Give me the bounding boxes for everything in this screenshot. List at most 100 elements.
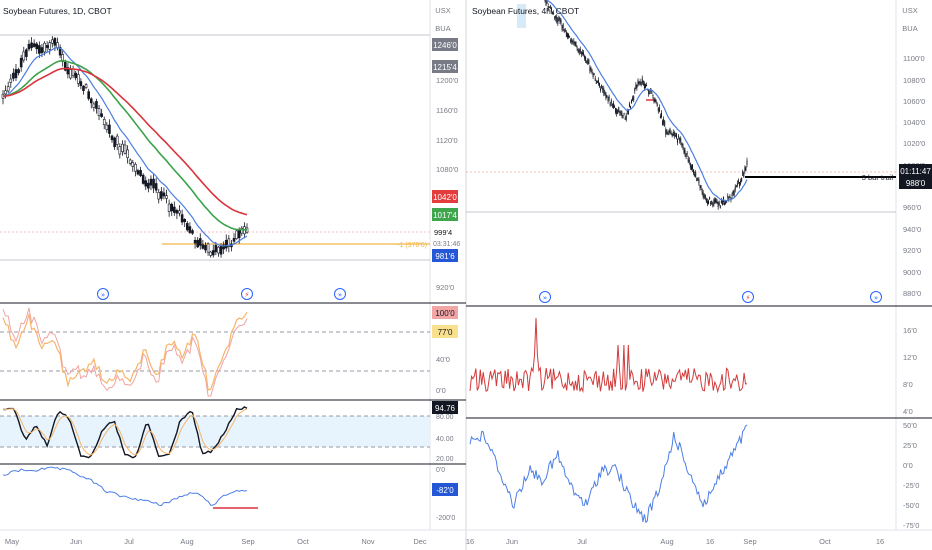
forward-icon[interactable]	[870, 291, 882, 303]
forward-icon[interactable]	[334, 288, 346, 300]
candle-body	[743, 173, 745, 177]
candle-body	[196, 239, 199, 248]
candle-body	[725, 200, 727, 204]
left-rsi-pane[interactable]	[0, 307, 430, 397]
candle-body	[653, 98, 655, 103]
candle-body	[183, 219, 187, 223]
candle-body	[173, 206, 176, 213]
right-price-pane[interactable]	[466, 0, 896, 213]
time-label: Oct	[819, 537, 832, 546]
candle-body	[697, 178, 699, 181]
flash-icon[interactable]	[742, 291, 754, 303]
price-tick: 1080'0	[903, 76, 925, 85]
candle-body	[620, 111, 622, 116]
candle-body	[40, 47, 44, 53]
candle-body	[617, 110, 619, 114]
candle-body	[582, 52, 584, 55]
candle-body	[652, 94, 654, 97]
candle-body	[708, 200, 710, 205]
candle-body	[191, 230, 194, 234]
candle-body	[655, 100, 657, 104]
candle-body	[704, 195, 706, 199]
candle-body	[600, 88, 602, 91]
countdown-badge: 01:11:47	[900, 167, 931, 176]
candle-body	[126, 149, 129, 159]
candle-body	[744, 167, 746, 172]
candle-body	[729, 196, 731, 198]
candle-body	[141, 174, 145, 184]
price-tick: 1080'0	[436, 165, 458, 174]
candle-body	[698, 179, 700, 184]
currency-label[interactable]: USX	[435, 6, 450, 15]
candle-body	[644, 84, 646, 89]
flash-icon[interactable]	[241, 288, 253, 300]
candle-body	[712, 203, 714, 206]
time-label: Oct	[297, 537, 310, 546]
candle-body	[745, 166, 747, 171]
candle-body	[626, 109, 628, 112]
stoch-badge-bg	[432, 401, 458, 414]
right-candles	[544, 0, 748, 210]
candle-body	[669, 128, 671, 133]
unit-label[interactable]: BUA	[902, 24, 917, 33]
candle-body	[43, 42, 46, 53]
candle-body	[713, 199, 715, 204]
time-label: Sep	[241, 537, 254, 546]
countdown: 03:31:46	[433, 241, 460, 248]
candle-body	[82, 85, 85, 91]
left-stoch-pane[interactable]	[0, 406, 430, 459]
candle-body	[204, 245, 207, 251]
candle-body	[152, 178, 155, 189]
candle-body	[63, 61, 67, 71]
candle-body	[545, 0, 547, 6]
candle-body	[560, 20, 562, 24]
candle-body	[14, 69, 18, 79]
candle-body	[602, 87, 604, 91]
candle-body	[97, 108, 101, 117]
time-label: 16	[876, 537, 884, 546]
chart-title: Soybean Futures, 1D, CBOT	[3, 6, 112, 16]
left-price-pane[interactable]	[0, 34, 430, 261]
stoch-band	[0, 416, 430, 447]
right-oscillator-pane[interactable]	[469, 424, 748, 524]
candle-body	[679, 137, 681, 141]
forward-icon[interactable]	[97, 288, 109, 300]
candle-body	[79, 81, 83, 87]
candle-body	[227, 238, 231, 247]
candle-body	[639, 81, 641, 84]
candle-body	[658, 107, 660, 112]
candle-body	[742, 170, 744, 176]
candle-body	[105, 124, 109, 130]
candle-body	[118, 146, 122, 155]
candle-body	[69, 69, 72, 79]
candle-body	[615, 107, 617, 113]
forward-icon[interactable]	[539, 291, 551, 303]
candle-body	[689, 163, 691, 168]
candle-body	[35, 43, 39, 50]
rsi-tick: 40'0	[436, 355, 450, 364]
candle-body	[727, 195, 729, 198]
candle-body	[715, 199, 717, 203]
currency-label[interactable]: USX	[902, 6, 917, 15]
price-tick: 1060'0	[903, 97, 925, 106]
candle-body	[605, 93, 607, 98]
trail-label[interactable]: 3 bar trail	[862, 173, 894, 182]
candle-body	[667, 133, 669, 135]
ma-blue-line	[545, 0, 748, 202]
candle-body	[739, 181, 741, 187]
candle-body	[87, 91, 90, 99]
oscillator-line	[469, 424, 748, 524]
left-third-pane[interactable]	[2, 466, 258, 509]
indicator-line	[2, 466, 248, 507]
candle-body	[553, 12, 555, 15]
candle-body	[585, 57, 587, 62]
candle-body	[663, 118, 665, 124]
candle-body	[684, 150, 686, 155]
candle-body	[719, 205, 721, 209]
order-label[interactable]: -1 (978'6)	[397, 242, 427, 249]
right-volatility-pane[interactable]	[469, 317, 748, 394]
candle-body	[610, 100, 612, 103]
unit-label[interactable]: BUA	[435, 24, 450, 33]
candle-body	[584, 56, 586, 59]
